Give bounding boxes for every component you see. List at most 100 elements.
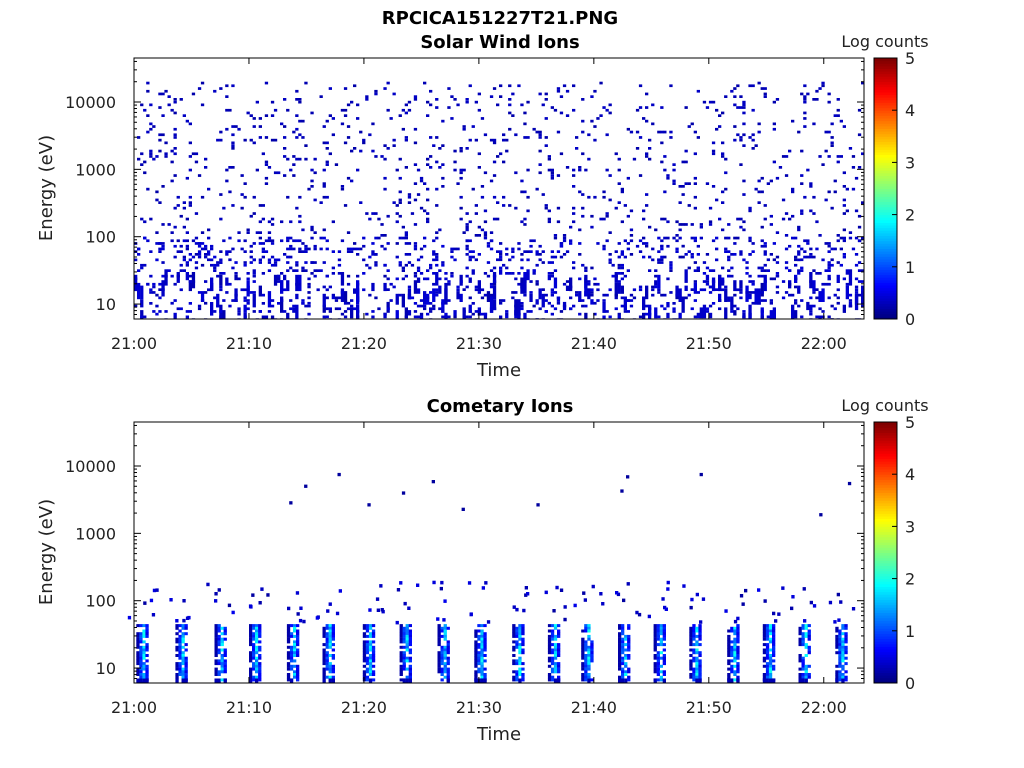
heatmap-cell (383, 234, 387, 237)
heatmap-cell (136, 637, 140, 641)
heatmap-cell (225, 84, 229, 88)
heatmap-cell (413, 247, 418, 251)
heatmap-cell (181, 651, 185, 655)
heatmap-cell (562, 236, 567, 240)
heatmap-cell (689, 634, 693, 638)
heatmap-cell (698, 654, 702, 657)
heatmap-cell (581, 152, 585, 156)
heatmap-cell (705, 282, 710, 286)
heatmap-cell (474, 629, 478, 633)
colorbar-segment (874, 505, 897, 509)
heatmap-cell (220, 659, 224, 663)
heatmap-cell (374, 253, 378, 256)
heatmap-cell (249, 678, 253, 683)
heatmap-cell (718, 114, 722, 117)
heatmap-cell (252, 272, 256, 275)
heatmap-cell (477, 624, 481, 628)
heatmap-cell (483, 209, 488, 213)
heatmap-cell (431, 480, 435, 484)
heatmap-cell (296, 624, 300, 628)
heatmap-cell (760, 291, 764, 294)
heatmap-cell (173, 127, 177, 131)
heatmap-cell (459, 195, 463, 199)
heatmap-cell (399, 678, 403, 682)
heatmap-cell (557, 632, 561, 636)
heatmap-cell (252, 637, 256, 641)
heatmap-cell (605, 212, 609, 215)
heatmap-cell (362, 258, 366, 262)
heatmap-cell (432, 307, 436, 311)
heatmap-cell (395, 212, 399, 215)
heatmap-cell (365, 645, 370, 649)
heatmap-cell (188, 274, 192, 278)
heatmap-cell (645, 304, 649, 308)
heatmap-cell (804, 670, 808, 674)
heatmap-cell (489, 269, 494, 272)
heatmap-cell (296, 634, 300, 638)
heatmap-cell (313, 261, 317, 264)
heatmap-cell (365, 95, 369, 98)
heatmap-cell (404, 166, 408, 169)
heatmap-cell (861, 81, 865, 85)
heatmap-cell (214, 651, 218, 655)
heatmap-cell (656, 643, 660, 647)
heatmap-cell (623, 204, 627, 207)
heatmap-cell (155, 304, 159, 308)
heatmap-cell (280, 296, 284, 302)
heatmap-cell (459, 293, 463, 302)
heatmap-cell (827, 315, 831, 319)
heatmap-cell (214, 662, 218, 666)
heatmap-cell (307, 285, 311, 289)
heatmap-cell (651, 285, 655, 289)
colorbar-segment (874, 589, 897, 593)
heatmap-cell (521, 626, 525, 630)
heatmap-cell (794, 299, 798, 302)
heatmap-cell (648, 312, 652, 316)
heatmap-cell (402, 664, 406, 668)
heatmap-cell (844, 640, 848, 644)
y-tick-label: 10000 (65, 457, 116, 476)
heatmap-cell (827, 277, 831, 281)
heatmap-cell (270, 239, 275, 243)
heatmap-cell (806, 242, 810, 245)
heatmap-cell (453, 149, 457, 153)
heatmap-cell (408, 670, 412, 674)
heatmap-cell (508, 111, 512, 115)
heatmap-cell (477, 670, 481, 674)
heatmap-cell (293, 648, 297, 652)
heatmap-cell (142, 632, 146, 636)
heatmap-cell (423, 291, 427, 305)
heatmap-cell (669, 269, 673, 272)
heatmap-cell (741, 602, 745, 606)
heatmap-cell (838, 640, 842, 644)
heatmap-cell (459, 168, 463, 172)
heatmap-cell (368, 673, 373, 676)
heatmap-cell (841, 656, 845, 660)
heatmap-cell (809, 182, 813, 185)
heatmap-cell (362, 656, 367, 660)
heatmap-cell (775, 272, 780, 275)
heatmap-cell (768, 632, 773, 636)
heatmap-cell (139, 637, 143, 641)
heatmap-cell (136, 643, 140, 647)
panel-title-solar-wind: Solar Wind Ions (420, 32, 579, 53)
colorbar-tick-label: 2 (905, 570, 915, 589)
heatmap-cell (474, 204, 478, 207)
heatmap-cell (441, 244, 445, 248)
heatmap-cell (844, 648, 848, 652)
heatmap-cell (838, 654, 842, 657)
heatmap-cell (842, 304, 846, 313)
heatmap-cell (637, 612, 642, 617)
heatmap-cell (757, 266, 761, 270)
heatmap-cell (176, 195, 180, 199)
heatmap-cell (136, 659, 140, 663)
heatmap-cell (556, 87, 561, 90)
heatmap-cell (155, 155, 159, 158)
heatmap-cell (228, 166, 232, 169)
heatmap-cell (214, 592, 218, 596)
heatmap-cell (672, 168, 676, 172)
heatmap-cell (225, 168, 229, 172)
heatmap-cell (857, 280, 862, 283)
heatmap-cell (760, 225, 764, 229)
x-tick-label: 21:00 (111, 334, 157, 353)
